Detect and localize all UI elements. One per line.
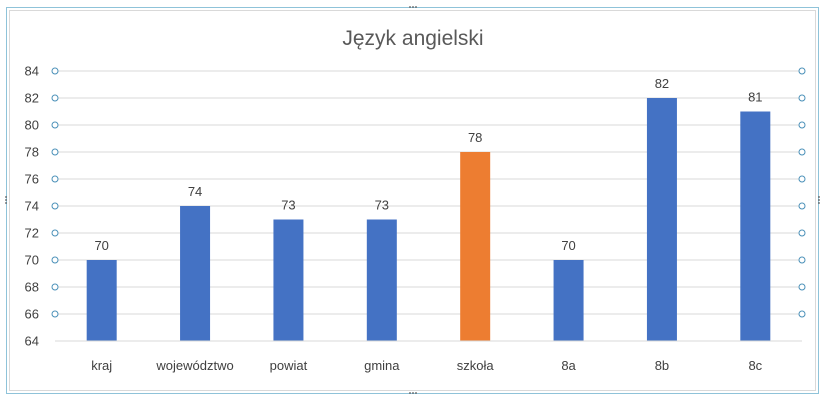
resize-handle-dot[interactable]: [415, 6, 417, 8]
x-tick-label: 8b: [655, 358, 669, 373]
y-tick-label: 76: [25, 172, 39, 187]
resize-handle-dot[interactable]: [818, 199, 820, 201]
y-tick-label: 78: [25, 145, 39, 160]
y-axis: 64 66 68 70 72 74 76 78 80 82 84: [25, 64, 39, 349]
resize-handles: [5, 6, 820, 394]
x-tick-label: gmina: [364, 358, 400, 373]
data-label: 78: [468, 130, 482, 145]
gridline-handle-left[interactable]: [51, 256, 59, 264]
chart-title: Język angielski: [342, 27, 483, 50]
resize-handle-dot[interactable]: [818, 202, 820, 204]
gridline-handle-right[interactable]: [798, 229, 806, 237]
resize-handle-dot[interactable]: [818, 196, 820, 198]
x-axis: kraj województwo powiat gmina szkoła 8a 8b 8c: [55, 340, 802, 373]
data-label: 74: [188, 184, 202, 199]
resize-handle-dot[interactable]: [5, 196, 7, 198]
gridlines: [55, 70, 802, 315]
bar[interactable]: [273, 219, 304, 342]
data-labels: 70 74 73 73 78 70 82 81: [94, 76, 762, 253]
gridline-handle-left[interactable]: [51, 121, 59, 129]
resize-handle-dot[interactable]: [5, 202, 7, 204]
gridline-handle-right[interactable]: [798, 121, 806, 129]
y-tick-label: 80: [25, 118, 39, 133]
data-label: 82: [655, 76, 669, 91]
bar[interactable]: [646, 98, 677, 341]
x-tick-label: szkoła: [457, 358, 495, 373]
y-tick-label: 70: [25, 253, 39, 268]
y-tick-label: 68: [25, 280, 39, 295]
y-tick-label: 64: [25, 334, 39, 349]
chart-area-border: [9, 10, 816, 391]
x-tick-label: 8c: [748, 358, 762, 373]
y-tick-label: 72: [25, 226, 39, 241]
data-label: 81: [748, 90, 762, 105]
gridline-handle-left[interactable]: [51, 229, 59, 237]
gridline-handle-right[interactable]: [798, 256, 806, 264]
bars: [86, 98, 771, 342]
y-tick-label: 66: [25, 307, 39, 322]
data-label: 73: [281, 198, 295, 213]
y-tick-label: 84: [25, 64, 39, 79]
data-label: 73: [375, 198, 389, 213]
bar[interactable]: [740, 111, 771, 342]
selection-border: [6, 7, 819, 394]
gridline-handle-left[interactable]: [51, 310, 59, 318]
gridline-handle-right[interactable]: [798, 67, 806, 75]
resize-handle-dot[interactable]: [412, 6, 414, 8]
bar[interactable]: [366, 219, 397, 342]
gridline-handle-left[interactable]: [51, 283, 59, 291]
bar[interactable]: [460, 152, 491, 341]
x-tick-label: powiat: [270, 358, 308, 373]
resize-handle-dot[interactable]: [415, 392, 417, 394]
resize-handle-dot[interactable]: [412, 392, 414, 394]
data-label: 70: [561, 238, 575, 253]
gridline-handle-right[interactable]: [798, 175, 806, 183]
x-tick-label: 8a: [561, 358, 576, 373]
gridline-handle-right[interactable]: [798, 283, 806, 291]
bar[interactable]: [86, 260, 117, 341]
x-tick-label: województwo: [155, 358, 233, 373]
gridline-handle-left[interactable]: [51, 67, 59, 75]
gridline-handle-left[interactable]: [51, 148, 59, 156]
y-tick-label: 82: [25, 91, 39, 106]
bar[interactable]: [180, 206, 211, 341]
gridline-handle-right[interactable]: [798, 148, 806, 156]
resize-handle-dot[interactable]: [5, 199, 7, 201]
gridline-handle-left[interactable]: [51, 202, 59, 210]
y-tick-label: 74: [25, 199, 39, 214]
gridline-handle-right[interactable]: [798, 202, 806, 210]
resize-handle-dot[interactable]: [409, 6, 411, 8]
gridline-handle-left[interactable]: [51, 175, 59, 183]
gridline-handle-left[interactable]: [51, 94, 59, 102]
data-label: 70: [94, 238, 108, 253]
x-tick-label: kraj: [91, 358, 112, 373]
bar[interactable]: [553, 260, 584, 341]
gridline-handle-right[interactable]: [798, 310, 806, 318]
resize-handle-dot[interactable]: [409, 392, 411, 394]
gridline-handle-right[interactable]: [798, 94, 806, 102]
